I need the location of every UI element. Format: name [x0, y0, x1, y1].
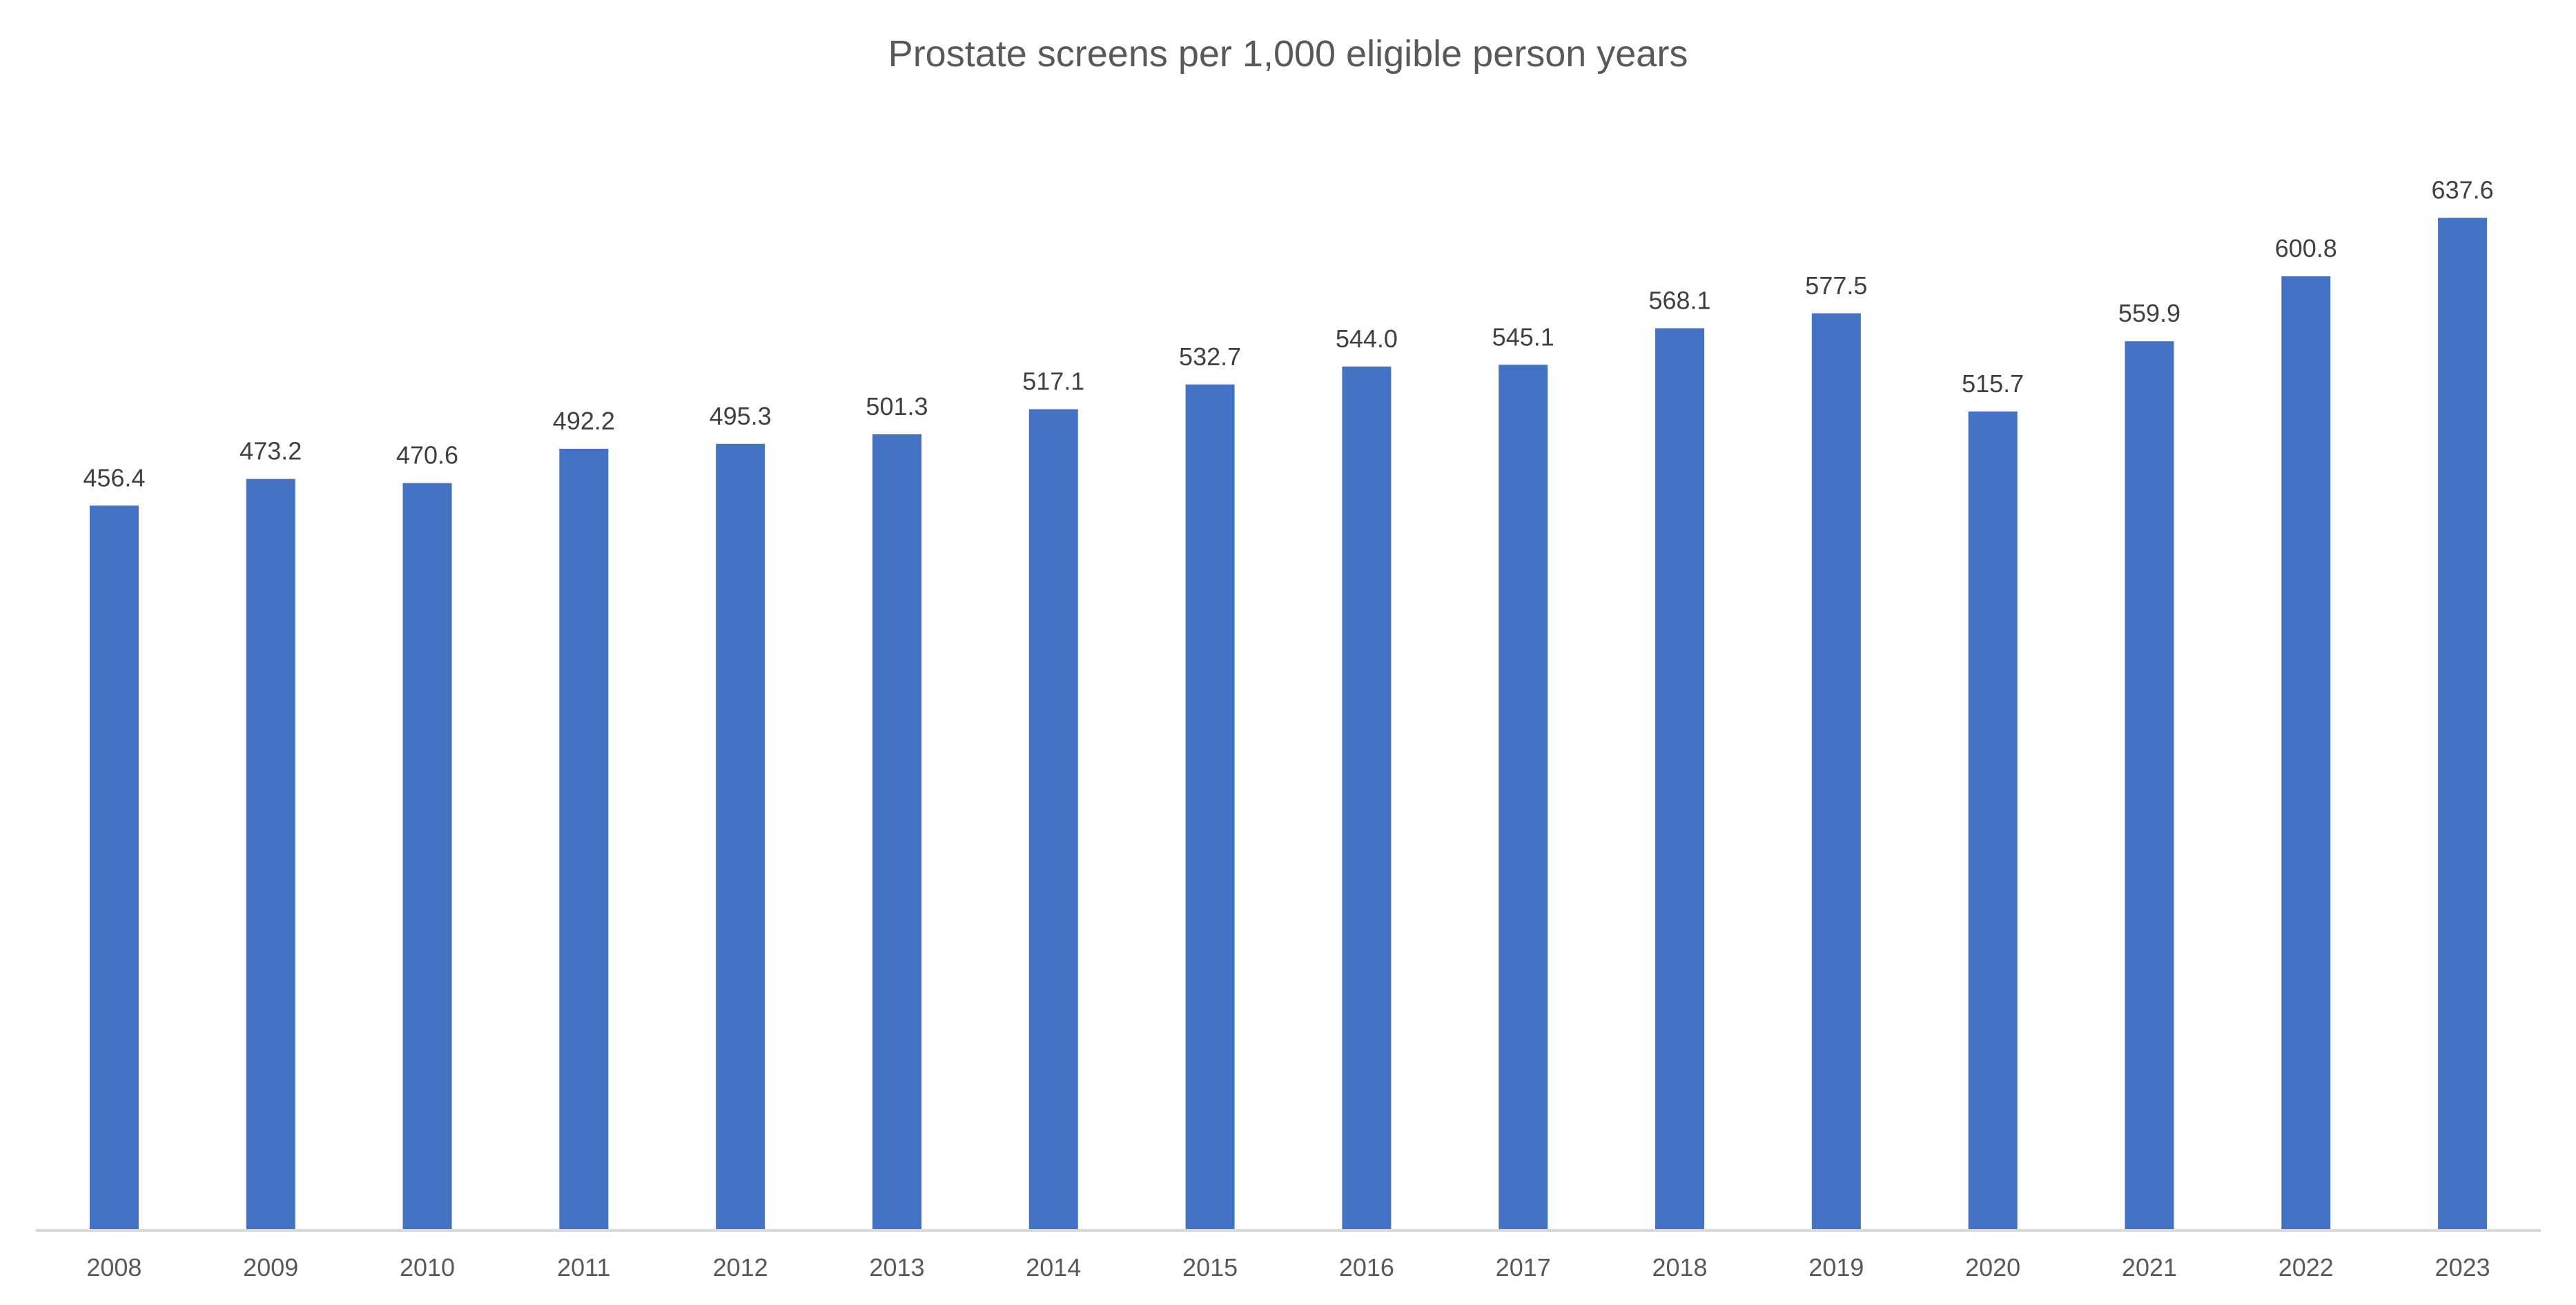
data-label-2011: 492.2: [553, 407, 615, 435]
x-tick-label-2013: 2013: [869, 1253, 924, 1282]
bar-2008: [89, 505, 139, 1230]
bar-2019: [1811, 313, 1861, 1230]
data-label-2018: 568.1: [1648, 286, 1710, 314]
bar-2010: [402, 483, 452, 1230]
bar-2020: [1968, 411, 2018, 1230]
data-label-2013: 501.3: [866, 392, 928, 420]
x-tick-label-2020: 2020: [1965, 1253, 2020, 1282]
data-label-2008: 456.4: [83, 463, 145, 492]
data-label-2020: 515.7: [1962, 369, 2024, 398]
x-tick-label-2012: 2012: [713, 1253, 768, 1282]
bar-2023: [2438, 218, 2488, 1230]
x-tick-label-2009: 2009: [243, 1253, 298, 1282]
x-tick-label-2010: 2010: [400, 1253, 455, 1282]
x-tick-label-2023: 2023: [2435, 1253, 2490, 1282]
x-tick-label-2008: 2008: [86, 1253, 142, 1282]
chart-title: Prostate screens per 1,000 eligible pers…: [888, 33, 1688, 75]
data-label-2017: 545.1: [1492, 322, 1554, 351]
x-tick-label-2016: 2016: [1339, 1253, 1394, 1282]
data-label-2022: 600.8: [2275, 234, 2337, 262]
x-tick-label-2017: 2017: [1496, 1253, 1551, 1282]
data-label-2019: 577.5: [1805, 271, 1867, 300]
data-label-2021: 559.9: [2118, 299, 2180, 327]
data-label-2015: 532.7: [1179, 342, 1241, 371]
bar-2013: [872, 434, 921, 1230]
bar-2009: [246, 478, 295, 1230]
data-label-2014: 517.1: [1022, 367, 1084, 396]
data-label-2023: 637.6: [2432, 176, 2494, 204]
bar-2018: [1655, 328, 1705, 1230]
data-label-2009: 473.2: [240, 437, 302, 465]
bar-2015: [1185, 384, 1235, 1230]
data-label-2010: 470.6: [396, 441, 458, 470]
x-tick-label-2014: 2014: [1026, 1253, 1081, 1282]
data-label-2012: 495.3: [710, 402, 772, 430]
bar-2011: [559, 448, 609, 1231]
x-tick-label-2018: 2018: [1652, 1253, 1707, 1282]
x-tick-label-2022: 2022: [2279, 1253, 2334, 1282]
bar-2022: [2281, 276, 2331, 1230]
data-label-2016: 544.0: [1336, 325, 1398, 353]
x-tick-label-2019: 2019: [1808, 1253, 1864, 1282]
bar-2021: [2125, 341, 2174, 1231]
bar-2014: [1028, 409, 1078, 1231]
x-tick-label-2021: 2021: [2122, 1253, 2177, 1282]
bar-2016: [1342, 366, 1392, 1230]
x-tick-label-2011: 2011: [557, 1253, 610, 1282]
bar-2012: [716, 443, 765, 1230]
x-tick-label-2015: 2015: [1182, 1253, 1238, 1282]
bar-2017: [1499, 365, 1548, 1230]
